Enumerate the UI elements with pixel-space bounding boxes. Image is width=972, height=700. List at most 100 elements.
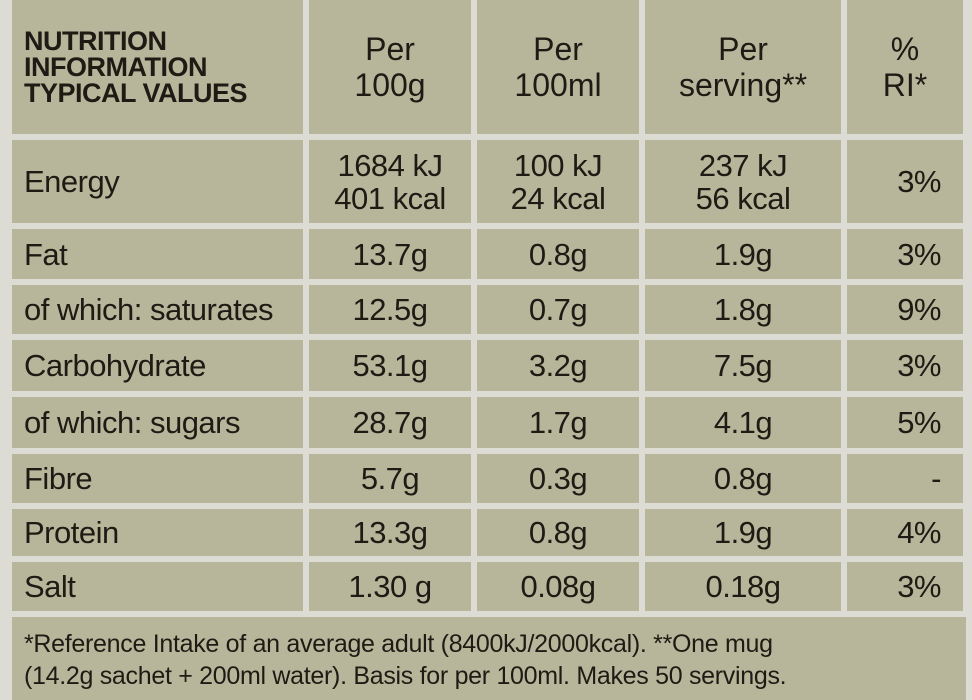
header-cell: Per 100ml xyxy=(477,0,639,134)
table-cell: 1.8g xyxy=(645,285,841,334)
cell-text: 7.5g xyxy=(713,348,773,383)
cell-text: INFORMATION xyxy=(24,52,207,82)
table-cell: Protein xyxy=(12,509,303,556)
cell-text: 0.18g xyxy=(705,569,781,604)
cell-text: of which: sugars xyxy=(24,405,241,440)
table-cell: - xyxy=(847,454,963,503)
table-cell: 0.7g xyxy=(477,285,639,334)
table-cell: 13.7g xyxy=(309,229,471,279)
table-cell: 0.3g xyxy=(477,454,639,503)
cell-text: 0.8g xyxy=(713,461,773,496)
cell-text: Fat xyxy=(24,236,68,272)
cell-text: 3% xyxy=(897,348,941,383)
cell-text: Energy xyxy=(24,164,120,199)
cell-text: % xyxy=(890,31,920,67)
table-cell: 3.2g xyxy=(477,340,639,391)
cell-text: TYPICAL VALUES xyxy=(24,78,248,108)
cell-text: 0.8g xyxy=(528,515,588,550)
cell-text: Fibre xyxy=(24,461,93,496)
table-cell: 0.8g xyxy=(645,454,841,503)
cell-text: 56 kcal xyxy=(695,180,791,216)
table-cell: 3% xyxy=(847,340,963,391)
table-cell: 4% xyxy=(847,509,963,556)
cell-text: 53.1g xyxy=(352,348,428,383)
table-cell: 1.7g xyxy=(477,397,639,448)
cell-text: 12.5g xyxy=(352,292,428,327)
table-cell: Carbohydrate xyxy=(12,340,303,391)
cell-text: 100g xyxy=(354,67,426,103)
cell-text: 3% xyxy=(897,236,941,272)
cell-text: Per xyxy=(365,31,415,67)
footnote: *Reference Intake of an average adult (8… xyxy=(12,617,966,700)
cell-text: 237 kJ xyxy=(698,147,788,183)
cell-text: Protein xyxy=(24,515,119,550)
cell-text: 5% xyxy=(897,405,941,440)
cell-text: RI* xyxy=(882,67,928,103)
cell-text: 1684 kJ xyxy=(337,147,443,183)
cell-text: (14.2g sachet + 200ml water). Basis for … xyxy=(24,662,787,690)
cell-text: 5.7g xyxy=(360,461,420,496)
cell-text: 1.9g xyxy=(713,236,773,272)
cell-text: 3% xyxy=(897,569,941,604)
cell-text: 0.8g xyxy=(528,236,588,272)
cell-text: 4% xyxy=(897,515,941,550)
header-cell: NUTRITION INFORMATION TYPICAL VALUES xyxy=(12,0,303,134)
table-cell: 0.8g xyxy=(477,509,639,556)
cell-text: Per xyxy=(718,31,768,67)
cell-text: 100 kJ xyxy=(513,147,603,183)
table-cell: Fat xyxy=(12,229,303,279)
cell-text: of which: saturates xyxy=(24,292,273,327)
table-cell: Fibre xyxy=(12,454,303,503)
cell-text: serving** xyxy=(678,67,808,103)
cell-text: 9% xyxy=(897,292,941,327)
cell-text: 1.7g xyxy=(528,405,588,440)
cell-text: - xyxy=(931,461,941,496)
table-cell: 3% xyxy=(847,229,963,279)
cell-text: 4.1g xyxy=(713,405,773,440)
table-cell: 1.9g xyxy=(645,509,841,556)
cell-text: 0.7g xyxy=(528,292,588,327)
table-cell: 7.5g xyxy=(645,340,841,391)
table-cell: 1684 kJ 401 kcal xyxy=(309,140,471,223)
cell-text: 1.9g xyxy=(713,515,773,550)
table-cell: 5.7g xyxy=(309,454,471,503)
cell-text: Carbohydrate xyxy=(24,348,206,383)
cell-text: 13.7g xyxy=(352,236,428,272)
cell-text: 401 kcal xyxy=(334,180,446,216)
cell-text: NUTRITION xyxy=(24,26,167,56)
table-cell: 0.8g xyxy=(477,229,639,279)
cell-text: 3% xyxy=(897,164,941,199)
cell-text: 100ml xyxy=(514,67,602,103)
table-cell: 1.9g xyxy=(645,229,841,279)
header-cell: Per 100g xyxy=(309,0,471,134)
table-cell: 0.08g xyxy=(477,562,639,611)
table-cell: 28.7g xyxy=(309,397,471,448)
table-cell: Energy xyxy=(12,140,303,223)
table-cell: of which: saturates xyxy=(12,285,303,334)
table-cell: 5% xyxy=(847,397,963,448)
table-cell: 53.1g xyxy=(309,340,471,391)
table-cell: 1.30 g xyxy=(309,562,471,611)
table-cell: 237 kJ 56 kcal xyxy=(645,140,841,223)
table-cell: 3% xyxy=(847,140,963,223)
table-cell: Salt xyxy=(12,562,303,611)
table-cell: 0.18g xyxy=(645,562,841,611)
table-cell: 12.5g xyxy=(309,285,471,334)
header-cell: Per serving** xyxy=(645,0,841,134)
table-cell: 100 kJ 24 kcal xyxy=(477,140,639,223)
cell-text: Salt xyxy=(24,569,76,604)
cell-text: 1.30 g xyxy=(348,569,432,604)
table-cell: 13.3g xyxy=(309,509,471,556)
cell-text: 0.3g xyxy=(528,461,588,496)
table-cell: 3% xyxy=(847,562,963,611)
cell-text: 3.2g xyxy=(528,348,588,383)
table-cell: of which: sugars xyxy=(12,397,303,448)
cell-text: Per xyxy=(533,31,583,67)
cell-text: 24 kcal xyxy=(510,180,606,216)
cell-text: *Reference Intake of an average adult (8… xyxy=(24,630,773,658)
cell-text: 1.8g xyxy=(713,292,773,327)
cell-text: 28.7g xyxy=(352,405,428,440)
table-cell: 4.1g xyxy=(645,397,841,448)
cell-text: 13.3g xyxy=(352,515,428,550)
